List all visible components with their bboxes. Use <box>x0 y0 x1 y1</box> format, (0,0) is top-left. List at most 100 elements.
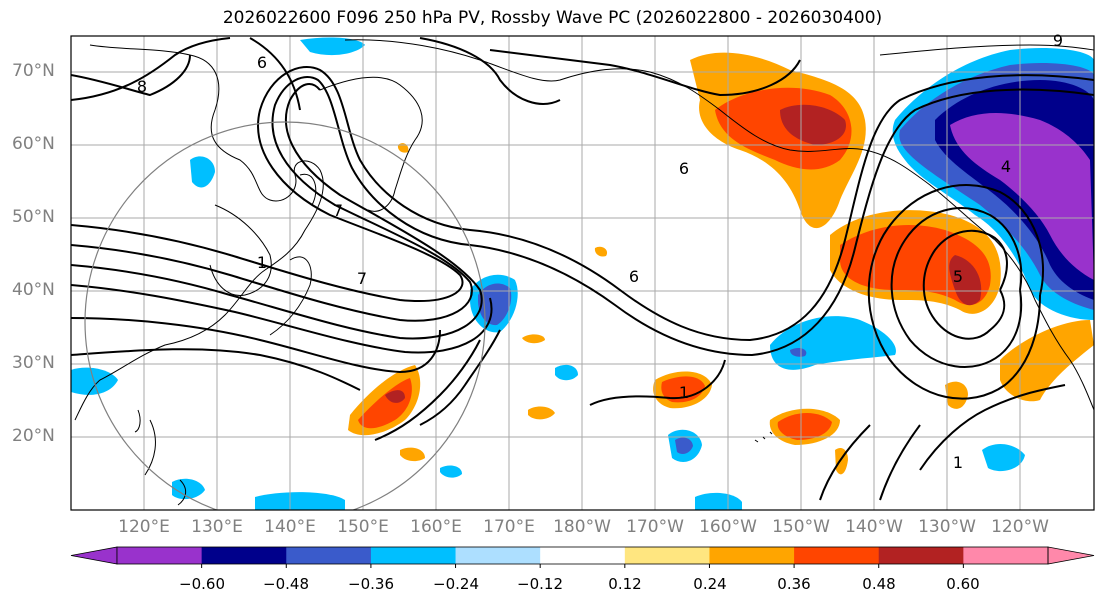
contour-label: 6 <box>679 159 689 178</box>
contour-label: 6 <box>257 53 267 72</box>
contour-line <box>249 37 561 111</box>
shaded-anomalies <box>71 37 1094 510</box>
colorbar-tick: −0.48 <box>263 575 309 593</box>
colorbar-tick: 0.36 <box>777 575 811 593</box>
colorbar-tick: −0.24 <box>433 575 479 593</box>
colorbar-swatch <box>540 547 626 564</box>
lon-label-170w: 170°W <box>626 517 684 537</box>
contour-label: 8 <box>137 77 147 96</box>
positive-anomaly-southwest-us <box>1000 320 1094 402</box>
contour-line <box>71 83 483 340</box>
colorbar-swatch <box>201 547 287 564</box>
negative-anomaly-arctic <box>300 37 365 56</box>
lat-label-50n: 50°N <box>12 207 55 227</box>
colorbar <box>70 546 1095 568</box>
contour-line <box>819 424 871 501</box>
colorbar-over-arrow <box>1047 546 1095 565</box>
positive-anomaly-west-pacific <box>348 365 421 436</box>
colorbar-tick: −0.60 <box>179 575 225 593</box>
positive-anomaly-alaska <box>690 52 866 229</box>
lon-label-120w: 120°W <box>991 517 1049 537</box>
contour-line <box>890 207 1023 368</box>
contour-line <box>71 76 1094 357</box>
contour-label: 1 <box>679 383 689 402</box>
contour-line <box>879 424 921 501</box>
positive-anomaly-small-6 <box>522 334 545 344</box>
colorbar-tick: 0.24 <box>693 575 727 593</box>
lon-label-160e: 160°E <box>410 517 462 537</box>
contour-line <box>922 229 1008 340</box>
pv-contours <box>71 37 1094 501</box>
lat-label-40n: 40°N <box>12 280 55 300</box>
colorbar-under-arrow <box>70 546 118 565</box>
lat-label-60n: 60°N <box>12 134 55 154</box>
colorbar-swatch <box>455 547 541 564</box>
negative-anomaly-small-5 <box>982 443 1025 472</box>
contour-line <box>589 359 726 406</box>
lon-label-140e: 140°E <box>264 517 316 537</box>
contour-label-group: 8 9 6 6 7 1 7 6 1 1 5 4 <box>137 31 1063 472</box>
contour-label: 7 <box>333 201 343 220</box>
positive-anomaly-northeast-pacific <box>830 210 1001 314</box>
negative-anomaly-small-3-core <box>675 437 693 454</box>
contour-line <box>71 317 441 374</box>
negative-anomaly-small-4 <box>555 364 578 381</box>
colorbar-tick: −0.36 <box>348 575 394 593</box>
contour-label: 1 <box>953 453 963 472</box>
negative-anomaly-small-8 <box>695 492 742 510</box>
contour-line <box>71 348 361 391</box>
colorbar-tick: 0.60 <box>946 575 980 593</box>
colorbar-tick: 0.48 <box>862 575 896 593</box>
negative-anomaly-kuroshio-core <box>478 283 512 326</box>
positive-anomaly-small-5 <box>594 246 608 257</box>
lon-label-140w: 140°W <box>845 517 903 537</box>
negative-anomaly-small-9 <box>440 465 462 478</box>
positive-anomaly-small-3 <box>528 406 555 420</box>
colorbar-swatch <box>624 547 710 564</box>
contour-line <box>71 37 231 101</box>
colorbar-swatch <box>794 547 880 564</box>
contour-label: 5 <box>953 267 963 286</box>
positive-anomaly-small-1 <box>945 381 968 409</box>
lon-label-150e: 150°E <box>337 517 389 537</box>
colorbar-tick: −0.12 <box>517 575 563 593</box>
lat-label-20n: 20°N <box>12 426 55 446</box>
lat-label-70n: 70°N <box>12 61 55 81</box>
graticule-grid <box>71 36 1094 510</box>
colorbar-tick: 0.12 <box>608 575 642 593</box>
colorbar-swatch <box>878 547 964 564</box>
colorbar-swatch <box>286 547 372 564</box>
negative-anomaly-small-6 <box>172 478 205 500</box>
positive-anomaly-central-pacific-2-core <box>777 413 832 440</box>
lon-label-120e: 120°E <box>118 517 170 537</box>
contour-line <box>867 184 1044 400</box>
contour-line <box>919 384 1066 471</box>
contour-line <box>71 65 1094 342</box>
contour-line <box>71 54 191 97</box>
positive-anomaly-small-4 <box>400 447 425 462</box>
negative-anomaly-small-7 <box>255 492 345 510</box>
lon-label-130e: 130°E <box>191 517 243 537</box>
positive-anomaly-small-7 <box>397 143 409 153</box>
negative-anomaly-east-pacific-core <box>790 347 807 357</box>
contour-label: 9 <box>1053 31 1063 50</box>
coastlines <box>74 39 1094 506</box>
lon-label-130w: 130°W <box>918 517 976 537</box>
map-frame <box>70 35 1095 511</box>
contour-line <box>374 339 481 441</box>
colorbar-frame <box>116 546 1049 565</box>
contour-label: 7 <box>357 269 367 288</box>
contour-line <box>419 329 501 426</box>
lon-label-160w: 160°W <box>699 517 757 537</box>
rossby-wave-circle <box>84 121 486 510</box>
map-title: 2026022600 F096 250 hPa PV, Rossby Wave … <box>222 8 883 28</box>
contour-line <box>489 49 801 97</box>
lat-label-30n: 30°N <box>12 353 55 373</box>
negative-anomaly-small-2 <box>190 156 215 188</box>
colorbar-swatch <box>117 547 203 564</box>
contour-label: 1 <box>257 253 267 272</box>
colorbar-swatch <box>709 547 795 564</box>
contour-label: 6 <box>629 267 639 286</box>
colorbar-swatch <box>370 547 457 564</box>
